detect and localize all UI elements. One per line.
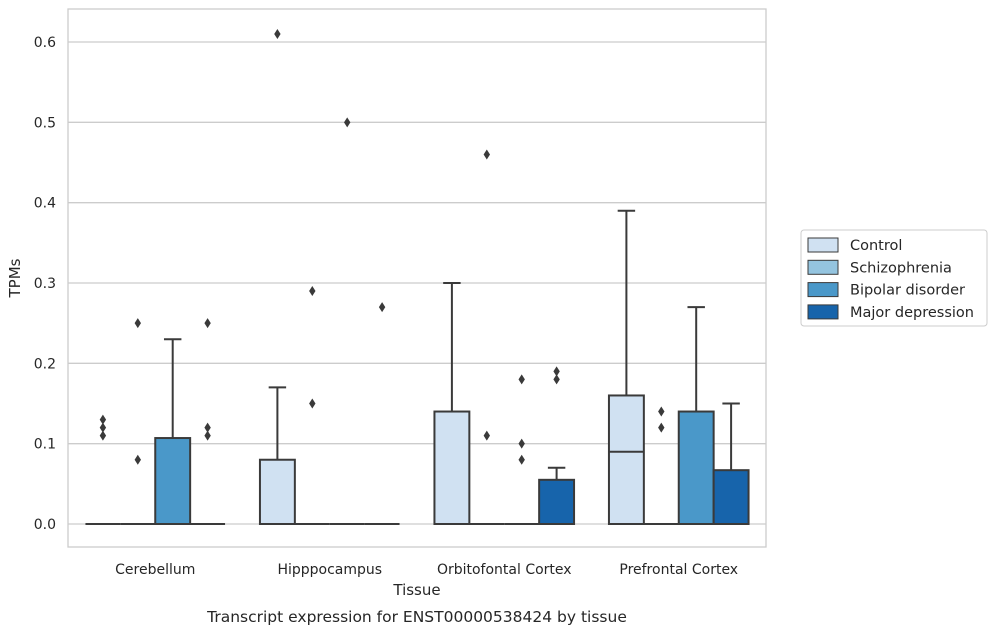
box-major-depression <box>712 402 750 525</box>
legend-label: Major depression <box>850 305 974 321</box>
legend-label: Schizophrenia <box>850 260 952 276</box>
legend-label: Bipolar disorder <box>850 283 965 299</box>
outlier-point <box>99 414 107 425</box>
outlier-point <box>204 318 211 329</box>
x-tick-label: Cerebellum <box>115 562 195 578</box>
box-control <box>258 386 296 526</box>
box-iqr <box>154 437 192 525</box>
box-control <box>433 282 471 525</box>
outlier-point <box>344 117 351 128</box>
outlier-point <box>204 422 211 433</box>
plot-frame <box>67 8 767 548</box>
outlier-point <box>309 398 316 409</box>
y-tick-label: 0.0 <box>34 517 56 533</box>
legend-swatch <box>807 237 839 253</box>
box-major-depression <box>538 466 576 526</box>
outlier-point <box>553 366 560 377</box>
x-tick-label: Orbitofontal Cortex <box>437 562 572 578</box>
y-tick-labels: 0.0 0.1 0.2 0.3 0.4 0.5 0.6 <box>34 35 56 533</box>
x-tick-label: Prefrontal Cortex <box>619 562 738 578</box>
outliers <box>99 28 665 465</box>
legend-swatch <box>807 304 839 320</box>
outlier-point <box>553 374 560 385</box>
chart-caption: Transcript expression for ENST0000053842… <box>206 608 627 626</box>
legend-swatch <box>807 259 839 275</box>
y-tick-label: 0.6 <box>34 35 56 51</box>
legend-frame <box>800 229 988 327</box>
outlier-point <box>204 430 211 441</box>
x-axis-label: Tissue <box>392 581 440 599</box>
box-bipolar-disorder <box>154 338 192 525</box>
outlier-point <box>99 430 107 441</box>
y-tick-label: 0.2 <box>34 356 56 372</box>
box-iqr <box>607 394 645 526</box>
y-tick-label: 0.1 <box>34 437 56 453</box>
outlier-point <box>658 406 665 417</box>
outlier-point <box>274 28 281 39</box>
y-tick-label: 0.4 <box>34 196 56 212</box>
box-iqr <box>433 410 471 525</box>
box-iqr <box>538 478 576 526</box>
outlier-point <box>99 422 107 433</box>
x-tick-label: Hipppocampus <box>277 562 382 578</box>
outlier-point <box>134 318 141 329</box>
box-bipolar-disorder <box>677 306 715 525</box>
box-control <box>607 209 645 526</box>
outlier-point <box>483 149 490 160</box>
box-iqr <box>258 458 296 526</box>
box-iqr <box>677 410 715 525</box>
outlier-point <box>518 454 525 465</box>
outlier-point <box>378 302 386 313</box>
legend-swatch <box>807 282 839 298</box>
boxes <box>85 209 750 526</box>
outlier-point <box>483 430 490 441</box>
outlier-point <box>518 438 525 449</box>
outlier-point <box>658 422 665 433</box>
legend: Control Schizophrenia Bipolar disorder Majo… <box>800 229 988 327</box>
y-tick-label: 0.5 <box>34 115 56 131</box>
outlier-point <box>309 286 316 297</box>
x-tick-labels: Cerebellum Hipppocampus Orbitofontal Corte… <box>115 562 738 578</box>
box-iqr <box>712 469 750 525</box>
y-axis-label: TPMs <box>6 258 24 298</box>
outlier-point <box>134 454 141 465</box>
outlier-point <box>518 374 525 385</box>
legend-label: Control <box>850 238 902 254</box>
y-tick-label: 0.3 <box>34 276 56 292</box>
